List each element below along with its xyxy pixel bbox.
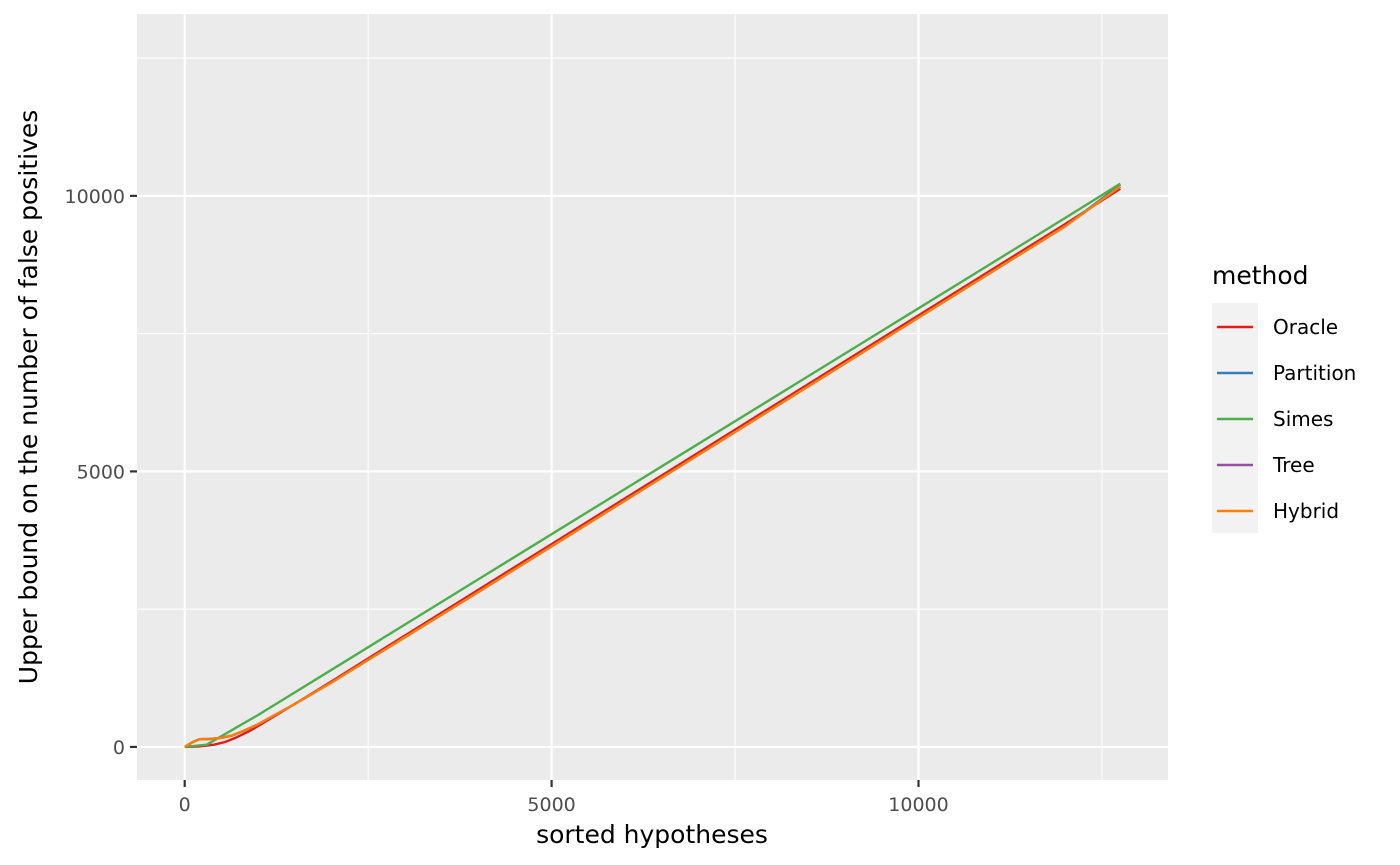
legend-label-tree: Tree [1272, 453, 1315, 477]
minor-gridlines [137, 14, 1168, 780]
y-tick-label: 0 [113, 737, 125, 759]
major-gridlines [137, 14, 1168, 780]
legend-items: Oracle Partition Simes Tree Hybrid [1212, 303, 1356, 533]
panel-background [137, 14, 1168, 780]
x-tick-label: 5000 [527, 794, 575, 816]
y-tick-label: 10000 [65, 186, 125, 208]
series-lines [184, 182, 1122, 749]
legend-label-simes: Simes [1273, 407, 1333, 431]
x-tick-label: 0 [179, 794, 191, 816]
series-line-simes [184, 182, 1121, 749]
x-tick-label: 10000 [888, 794, 948, 816]
legend-label-oracle: Oracle [1273, 315, 1338, 339]
series-line-oracle [184, 187, 1121, 749]
x-axis-title: sorted hypotheses [536, 820, 768, 849]
y-axis-ticks: 0 5000 10000 [65, 186, 137, 759]
y-tick-label: 5000 [77, 461, 125, 483]
y-axis-title: Upper bound on the number of false posit… [14, 110, 43, 684]
x-axis-ticks: 0 5000 10000 [179, 780, 949, 816]
legend-label-partition: Partition [1273, 361, 1356, 385]
legend: method Oracle Partition Simes Tree Hybrid [1212, 261, 1356, 533]
series-line-hybrid [184, 185, 1122, 748]
legend-label-hybrid: Hybrid [1273, 499, 1339, 523]
legend-title: method [1212, 261, 1309, 290]
